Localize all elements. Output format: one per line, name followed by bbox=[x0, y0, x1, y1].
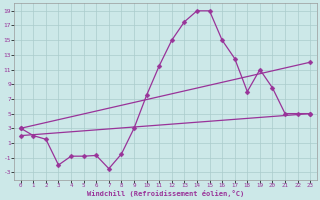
X-axis label: Windchill (Refroidissement éolien,°C): Windchill (Refroidissement éolien,°C) bbox=[87, 190, 244, 197]
